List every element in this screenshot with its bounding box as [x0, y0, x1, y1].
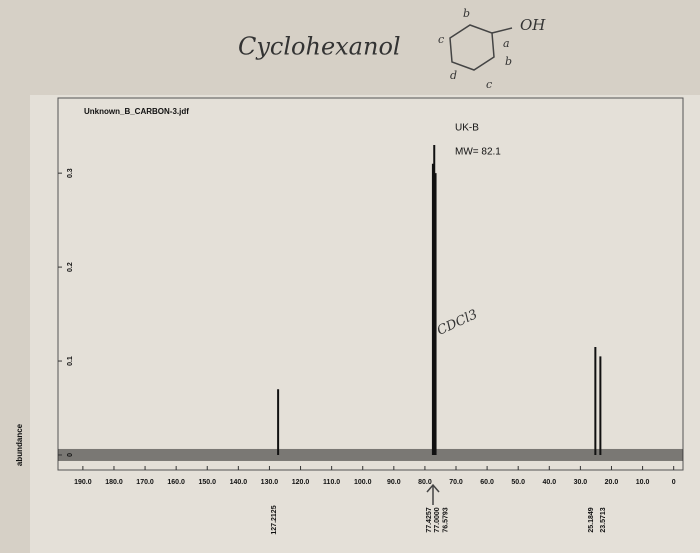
x-tick-label: 70.0 — [449, 479, 463, 486]
annotation: b — [463, 7, 470, 20]
peak-label: 127.2125 — [271, 505, 278, 534]
x-tick-label: 130.0 — [261, 479, 279, 486]
x-tick-label: 30.0 — [574, 479, 588, 486]
peak-label: 77.0000 — [434, 507, 441, 532]
bond-sketch — [491, 27, 513, 34]
y-tick-label: 0 — [67, 453, 74, 457]
plot-frame — [57, 97, 684, 471]
peak-label: 23.5713 — [600, 507, 607, 532]
x-tick-label: 190.0 — [74, 479, 92, 486]
arrow-sketch — [426, 483, 440, 493]
annotation: a — [503, 37, 510, 50]
x-tick-label: 180.0 — [105, 479, 123, 486]
y-tick-label: 0.2 — [67, 262, 74, 272]
x-tick-label: 150.0 — [198, 479, 216, 486]
x-tick-label: 20.0 — [605, 479, 619, 486]
x-tick-label: 160.0 — [167, 479, 185, 486]
chart-title: Unknown_B_CARBON-3.jdf — [84, 107, 189, 116]
y-tick-label: 0.3 — [67, 168, 74, 178]
annotation: c — [438, 33, 444, 46]
printout — [30, 95, 700, 553]
x-tick-label: 90.0 — [387, 479, 401, 486]
x-tick-label: 40.0 — [542, 479, 556, 486]
baseline-noise — [58, 448, 683, 461]
peak-label: 77.4257 — [426, 507, 433, 532]
peak-label: 76.5793 — [442, 507, 449, 532]
x-tick-label: 170.0 — [136, 479, 154, 486]
y-axis-label: abundance — [15, 423, 24, 466]
x-tick-label: 80.0 — [418, 479, 432, 486]
x-tick-label: 100.0 — [354, 479, 372, 486]
y-tick-label: 0.1 — [67, 356, 74, 366]
annotation: MW= 82.1 — [455, 147, 501, 158]
x-tick-label: 140.0 — [230, 479, 248, 486]
peak-label: 25.1849 — [588, 507, 595, 532]
x-tick-label: 110.0 — [323, 479, 340, 486]
annotation: c — [486, 78, 492, 91]
x-tick-label: 120.0 — [292, 479, 310, 486]
annotation: UK-B — [455, 123, 479, 134]
x-tick-label: 60.0 — [480, 479, 494, 486]
x-tick-label: 50.0 — [511, 479, 525, 486]
x-tick-label: 0 — [672, 479, 676, 486]
annotation: d — [450, 69, 457, 82]
annotation: OH — [520, 16, 546, 34]
x-tick-label: 10.0 — [636, 479, 650, 486]
annotation: b — [505, 55, 512, 68]
annotation: Cyclohexanol — [238, 33, 401, 61]
